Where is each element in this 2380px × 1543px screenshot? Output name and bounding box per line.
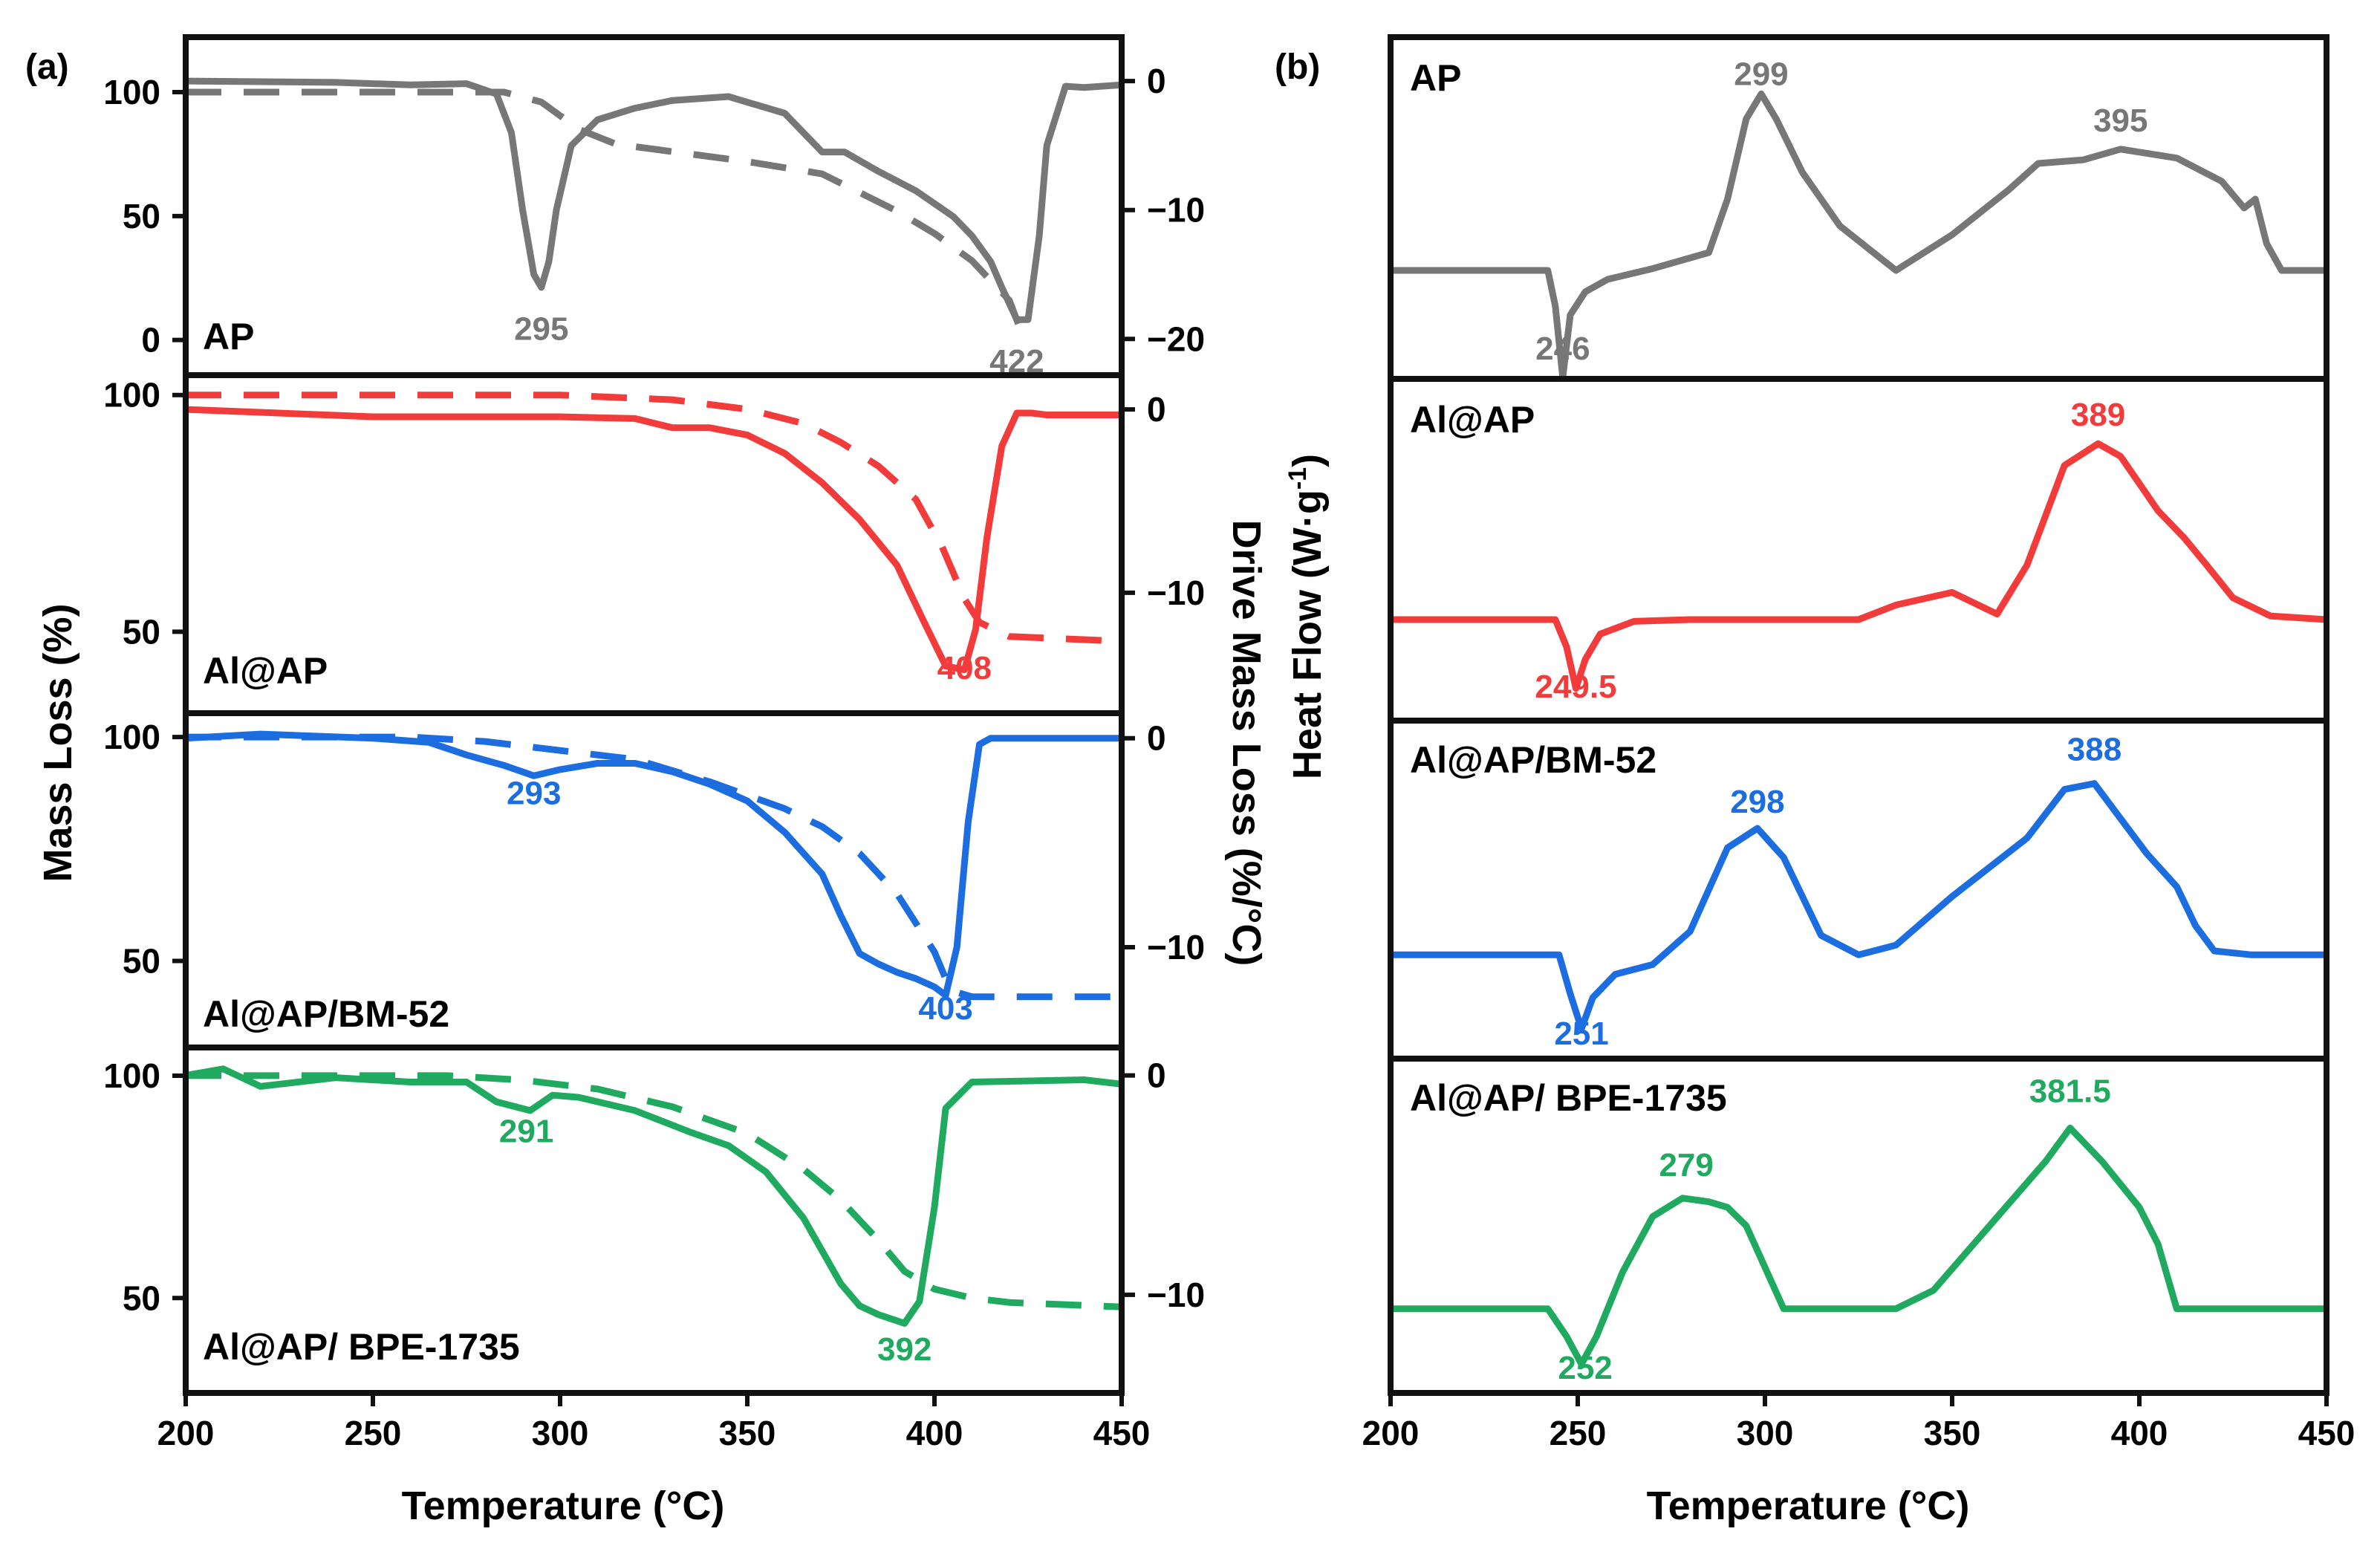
panel-b: (b) Heat Flow (W·g-1) Temperature (°C) 2…: [1275, 34, 2355, 1528]
peak-label: 408: [937, 650, 992, 686]
panel-b-ylabel-superscript: -1: [1284, 467, 1312, 490]
panel-b-x-axis: 200 250 300 350 400 450: [1362, 1414, 2355, 1452]
panel-b-sub-1: 299 395 246 AP: [1388, 34, 2329, 382]
sample-label: Al@AP/BM-52: [203, 993, 449, 1035]
mass-loss-line: [186, 88, 1028, 342]
y2-tick-label: −10: [1147, 1276, 1205, 1314]
panel-a-xlabel: Temperature (°C): [402, 1484, 725, 1528]
panel-b-sub-2: 389 249.5 Al@AP: [1388, 376, 2329, 724]
heat-flow-line: [1391, 90, 2327, 381]
y2-tick-label: −10: [1147, 928, 1205, 967]
y-tick-label: 100: [103, 73, 160, 111]
y2-tick-label: −10: [1147, 191, 1205, 230]
y2-tick-label: 0: [1147, 719, 1166, 758]
panel-a-y2label: Drive Mass Loss (%/°C): [1224, 520, 1269, 967]
peak-label: 298: [1730, 784, 1784, 820]
sample-label: Al@AP/ BPE-1735: [1410, 1077, 1727, 1119]
peak-label: 293: [507, 776, 561, 812]
panel-a: (a) Mass Loss (%) Drive Mass Loss (%/°C)…: [25, 34, 1269, 1528]
y-tick-label: 50: [123, 1279, 160, 1317]
y-tick-label: 50: [123, 197, 160, 235]
sample-label: Al@AP/BM-52: [1410, 739, 1656, 781]
panel-b-xlabel: Temperature (°C): [1647, 1484, 1970, 1528]
y2-tick-label: 0: [1147, 1056, 1166, 1095]
drive-mass-loss-line: [185, 1065, 1122, 1327]
panel-a-x-axis: 200 250 300 350 400 450: [157, 1414, 1151, 1452]
y-tick-label: 100: [103, 376, 160, 415]
peak-label: 388: [2067, 731, 2121, 767]
x-tick-label: 200: [1362, 1414, 1420, 1452]
peak-label: 392: [877, 1331, 931, 1368]
panel-a-ylabel: Mass Loss (%): [36, 603, 80, 882]
y-tick-label: 50: [123, 612, 160, 651]
panel-b-ylabel-close: ): [1285, 454, 1330, 467]
drive-mass-loss-line: [185, 406, 1122, 674]
peak-label: 291: [499, 1114, 553, 1150]
peak-label: 403: [918, 990, 972, 1027]
mass-loss-line: [186, 733, 1122, 1001]
y-tick-label: 0: [141, 321, 160, 360]
y-tick-label: 100: [103, 1056, 160, 1095]
peak-label: 299: [1734, 56, 1788, 92]
panel-a-sub-3: 293 403 50 100 0 −10 Al@AP/BM-52: [103, 710, 1205, 1050]
drive-mass-loss-line: [185, 730, 1122, 999]
y2-tick-label: 0: [1147, 62, 1166, 100]
panel-b-label: (b): [1275, 48, 1320, 87]
x-tick-label: 450: [1093, 1414, 1151, 1452]
sample-label: AP: [1410, 57, 1461, 99]
x-tick-label: 350: [719, 1414, 776, 1452]
peak-label: 251: [1554, 1016, 1608, 1052]
heat-flow-line: [1391, 440, 2327, 692]
peak-label: 249.5: [1535, 669, 1616, 705]
x-tick-label: 250: [345, 1414, 402, 1452]
panel-a-sub-4: 291 392 50 100 0 −10 Al@AP/ BPE-1735: [103, 1045, 1205, 1406]
x-tick-label: 250: [1550, 1414, 1607, 1452]
mass-loss-line: [186, 1072, 1122, 1310]
drive-mass-loss-line: [185, 77, 1122, 323]
x-tick-label: 300: [1737, 1414, 1794, 1452]
peak-label: 246: [1535, 331, 1590, 367]
panel-b-ylabel: Heat Flow (W·g-1): [1284, 454, 1330, 779]
y-tick-label: 100: [103, 718, 160, 756]
y2-tick-label: −10: [1147, 574, 1205, 612]
sample-label: AP: [203, 316, 254, 357]
x-tick-label: 400: [2111, 1414, 2168, 1452]
sample-label: Al@AP/ BPE-1735: [203, 1326, 520, 1368]
panel-b-sub-4: 279 381.5 252 Al@AP/ BPE-1735: [1388, 1056, 2329, 1406]
x-tick-label: 200: [157, 1414, 215, 1452]
peak-label: 381.5: [2029, 1073, 2111, 1110]
panel-a-label: (a): [25, 48, 69, 87]
x-tick-label: 350: [1924, 1414, 1981, 1452]
peak-label: 295: [514, 311, 568, 348]
y2-tick-label: 0: [1147, 390, 1166, 429]
x-tick-label: 300: [532, 1414, 589, 1452]
heat-flow-line: [1391, 1124, 2327, 1368]
x-tick-label: 450: [2298, 1414, 2355, 1452]
sample-label: Al@AP: [203, 650, 328, 692]
heat-flow-line: [1391, 780, 2327, 1033]
peak-label: 279: [1659, 1147, 1713, 1183]
peak-label: 389: [2071, 397, 2125, 433]
subplot-frame: [1388, 1056, 2329, 1396]
x-tick-label: 400: [906, 1414, 963, 1452]
y-tick-label: 50: [123, 942, 160, 981]
y2-tick-label: −20: [1147, 319, 1205, 358]
peak-label: 395: [2093, 103, 2147, 139]
sample-label: Al@AP: [1410, 399, 1535, 441]
panel-b-ylabel-main: Heat Flow (W·g: [1285, 490, 1330, 779]
subplot-frame: [183, 1045, 1125, 1396]
peak-label: 252: [1558, 1350, 1612, 1386]
